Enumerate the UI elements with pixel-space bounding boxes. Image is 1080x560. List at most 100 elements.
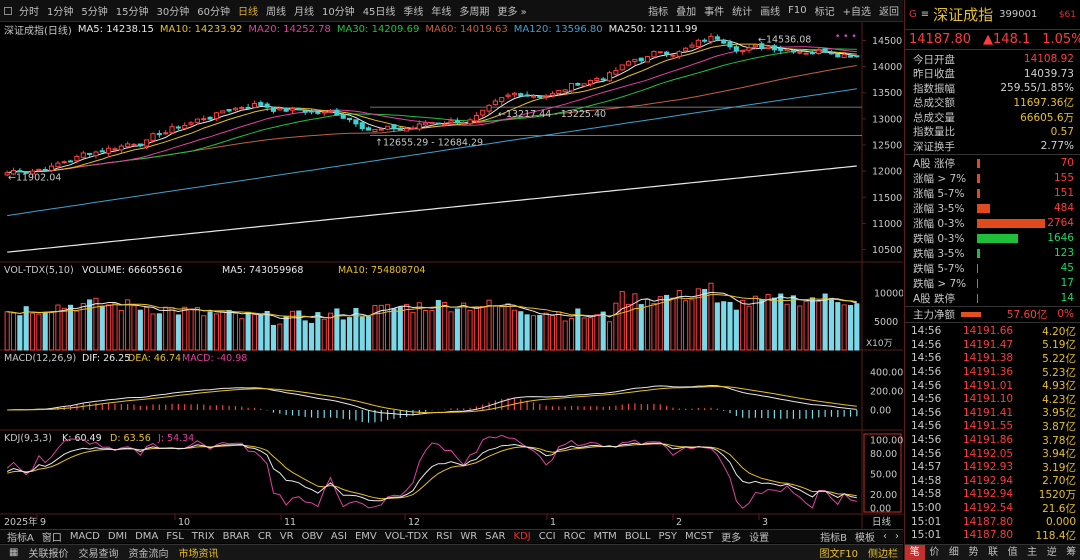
quote-bottom-tab[interactable]: 势 [968, 547, 979, 558]
indicator-tab-right[interactable]: 模板 [855, 533, 875, 544]
quote-field-row: 深证换手 2.77% [905, 139, 1080, 154]
indicator-tab[interactable]: 指标A [7, 533, 34, 544]
indicator-tab[interactable]: 设置 [749, 533, 770, 544]
tick-price: 14191.01 [963, 379, 1014, 392]
window-icon[interactable] [4, 6, 12, 15]
indicator-tab[interactable]: EMV [354, 531, 377, 542]
indicator-tab[interactable]: FSL [166, 531, 184, 542]
indicator-tab[interactable]: RSI [436, 531, 453, 542]
toolbar-action[interactable]: 叠加 [676, 7, 697, 18]
main-flow-row: 主力净额 57.60亿 0% [905, 307, 1080, 322]
scroll-right-icon[interactable]: › [895, 531, 899, 542]
indicator-tab[interactable]: SAR [485, 531, 506, 542]
toolbar-action[interactable]: 事件 [704, 7, 725, 18]
period-tab[interactable]: 多周期 [459, 7, 490, 18]
scroll-left-icon[interactable]: ‹ [883, 531, 887, 542]
volume-value: VOLUME: 666055616 [82, 265, 182, 276]
quote-bottom-tab[interactable]: 值 [1007, 547, 1018, 558]
period-tab[interactable]: 季线 [403, 7, 424, 18]
indicator-tab[interactable]: VOL-TDX [384, 531, 429, 542]
indicator-tab[interactable]: CCI [538, 531, 556, 542]
grid-icon[interactable]: ▦ [9, 547, 19, 558]
toolbar-action[interactable]: 统计 [732, 7, 753, 18]
tick-row: 14:56 14192.05 3.94亿 [905, 447, 1080, 461]
period-tab[interactable]: 10分钟 [321, 7, 355, 18]
indicator-tabs: 指标A 窗口 MACD DMI DMA FSL TRIX BRAR CR VR OBV ASI EMV V… [0, 529, 903, 544]
time-axis-label: 2 [676, 517, 682, 528]
indicator-tab[interactable]: DMA [135, 531, 159, 542]
indicator-tab[interactable]: PSY [658, 531, 678, 542]
indicator-tab[interactable]: ASI [330, 531, 347, 542]
indicator-tab[interactable]: BRAR [222, 531, 250, 542]
status-right-link[interactable]: 图文F10 [819, 549, 858, 560]
volume-bar [442, 301, 448, 351]
candle [169, 123, 175, 135]
toolbar-action[interactable]: 返回 [879, 7, 899, 18]
period-tab[interactable]: 30分钟 [156, 7, 190, 18]
indicator-tab[interactable]: TRIX [191, 531, 215, 542]
candle [530, 93, 537, 99]
volume-bar [48, 312, 55, 351]
candlestick-chart[interactable]: 1450014000135001300012500120001150011000… [0, 22, 903, 529]
quote-bottom-tab[interactable]: 价 [929, 547, 940, 558]
volume-bar [771, 297, 777, 351]
period-tab[interactable]: 5分钟 [81, 7, 108, 18]
indicator-tab[interactable]: MTM [593, 531, 617, 542]
indicator-tab-right[interactable]: 指标B [820, 533, 847, 544]
quote-bottom-tab[interactable]: 联 [988, 547, 999, 558]
quote-bottom-tab[interactable]: 筹 [1066, 547, 1077, 558]
indicator-tab[interactable]: MCST [685, 531, 714, 542]
indicator-tab[interactable]: MACD [69, 531, 100, 542]
indicator-tab[interactable]: OBV [301, 531, 323, 542]
toolbar-action[interactable]: 标记 [814, 7, 835, 18]
status-link[interactable]: 市场资讯 [178, 549, 219, 560]
volume-bar [385, 304, 391, 351]
quote-bottom-tab[interactable]: 笔 [905, 545, 925, 560]
tick-list[interactable]: 14:56 14191.66 4.20亿 14:56 14191.47 5.19亿 14:5… [905, 323, 1080, 543]
period-tab[interactable]: 周线 [265, 7, 286, 18]
status-right-link[interactable]: 侧边栏 [868, 549, 898, 560]
tick-time: 14:56 [911, 325, 942, 338]
menu-icon[interactable]: ≡ [920, 9, 930, 20]
volume-bar [410, 311, 416, 351]
candle [847, 53, 854, 58]
tick-time: 14:57 [911, 461, 942, 474]
toolbar-action[interactable]: F10 [788, 5, 807, 16]
period-tab[interactable]: 15分钟 [115, 7, 149, 18]
period-tab[interactable]: 年线 [431, 7, 452, 18]
chart-area[interactable]: 深证成指(日线) MA5: 14238.15 MA10: 14233.92 MA20… [0, 22, 903, 529]
indicator-tab[interactable]: DMI [107, 531, 128, 542]
indicator-tab[interactable]: BOLL [624, 531, 651, 542]
status-link[interactable]: 资金流向 [128, 549, 169, 560]
indicator-tab[interactable]: 更多 [721, 533, 742, 544]
indicator-tab[interactable]: KDJ [513, 531, 531, 542]
indicator-tab[interactable]: CR [257, 531, 272, 542]
quote-bottom-tab[interactable]: 逆 [1046, 547, 1057, 558]
period-tab[interactable]: 60分钟 [197, 7, 230, 18]
toolbar-action[interactable]: 指标 [648, 7, 669, 18]
toolbar-action[interactable]: +自选 [842, 7, 871, 18]
indicator-tab[interactable]: WR [460, 531, 478, 542]
candle [277, 106, 283, 111]
period-tab[interactable]: 日线 [237, 7, 258, 18]
signal-badge[interactable]: $61 [1058, 9, 1076, 20]
indicator-tab[interactable]: 窗口 [41, 533, 62, 544]
period-tab[interactable]: 45日线 [362, 7, 396, 18]
period-tab[interactable]: 更多 » [497, 7, 527, 18]
quote-bottom-tab[interactable]: 主 [1027, 547, 1038, 558]
volume-bar [10, 312, 17, 351]
indicator-tab[interactable]: VR [279, 531, 294, 542]
candle [334, 108, 340, 116]
toolbar-action[interactable]: 画线 [760, 7, 781, 18]
quote-bottom-tab[interactable]: 细 [948, 547, 959, 558]
candle [797, 50, 803, 55]
period-tab[interactable]: 月线 [293, 7, 314, 18]
tick-amount: 0.000 [1045, 515, 1076, 528]
status-link[interactable]: 交易查询 [78, 549, 119, 560]
period-tab[interactable]: 分时 [19, 7, 39, 18]
status-link[interactable]: 关联报价 [28, 549, 69, 560]
indicator-tab[interactable]: ROC [563, 531, 586, 542]
distribution-label: A股 跌停 [913, 292, 956, 305]
period-tab[interactable]: 1分钟 [47, 7, 74, 18]
g-badge[interactable]: G [909, 9, 917, 20]
